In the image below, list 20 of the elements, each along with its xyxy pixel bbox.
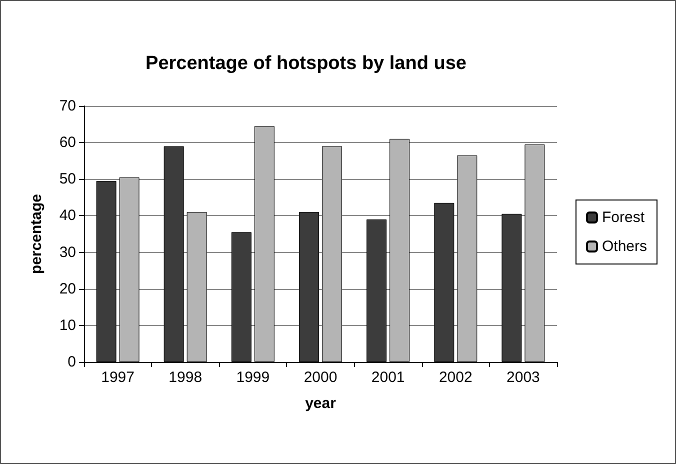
- y-tick-label: 70: [59, 98, 76, 114]
- legend-label: Others: [602, 238, 647, 255]
- legend-label: Forest: [602, 209, 646, 226]
- x-tick-label: 1999: [236, 369, 270, 386]
- x-axis-title: year: [305, 395, 336, 412]
- x-tick-label: 2003: [506, 369, 540, 386]
- x-tick-label: 2001: [371, 369, 405, 386]
- y-tick-label: 60: [59, 134, 76, 152]
- y-tick-label: 0: [68, 354, 76, 370]
- x-tick-label: 1997: [101, 369, 134, 386]
- y-tick-label: 50: [59, 170, 76, 188]
- x-tick-label: 2000: [304, 369, 338, 386]
- y-axis-title: percentage: [28, 194, 45, 274]
- chart-title: Percentage of hotspots by land use: [146, 53, 466, 74]
- y-tick-label: 20: [59, 280, 76, 298]
- y-tick-label: 30: [59, 244, 76, 261]
- y-tick-label: 40: [59, 207, 76, 224]
- x-tick-label: 1998: [168, 369, 202, 386]
- x-tick-label: 2002: [438, 369, 472, 386]
- y-tick-label: 10: [59, 316, 76, 334]
